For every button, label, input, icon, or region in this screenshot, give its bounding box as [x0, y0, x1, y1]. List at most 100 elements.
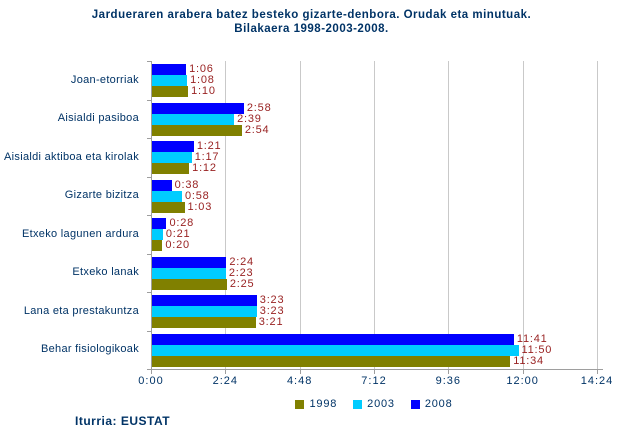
- legend-item: 2008: [410, 398, 453, 410]
- legend-label: 2008: [424, 398, 453, 410]
- bar: [152, 267, 226, 279]
- x-tick-label: 0:00: [138, 375, 164, 387]
- legend-label: 2003: [367, 398, 395, 410]
- x-axis-tick: [151, 370, 152, 374]
- x-tick-label: 7:12: [361, 375, 387, 387]
- bar: [152, 344, 519, 356]
- y-axis-tick: [147, 176, 151, 178]
- bar-value-label: 2:54: [244, 123, 270, 136]
- gridline: [299, 61, 301, 369]
- x-tick-label: 9:36: [435, 375, 462, 387]
- legend-label: 1998: [309, 398, 338, 410]
- bar-value-label: 2:25: [229, 277, 255, 290]
- gridline: [597, 61, 598, 369]
- bar-value-label: 3:21: [258, 316, 284, 328]
- y-axis-tick: [147, 253, 151, 255]
- bar-value-label: 11:41: [516, 332, 548, 345]
- category-label: Behar fisiologikoak: [40, 343, 139, 356]
- source-note: Iturria: EUSTAT: [75, 414, 171, 428]
- bar-value-label: 1:10: [191, 85, 216, 97]
- bar-value-label: 3:23: [259, 305, 285, 317]
- x-axis-tick: [597, 370, 598, 374]
- legend-swatch: [410, 399, 420, 409]
- bar-value-label: 11:34: [513, 354, 544, 367]
- bar: [152, 306, 257, 317]
- bar-value-label: 0:20: [165, 239, 190, 251]
- category-label: Etxeko lanak: [72, 266, 139, 279]
- category-label: Aisialdi aktiboa eta kirolak: [4, 150, 139, 163]
- bar-value-label: 1:06: [189, 63, 214, 75]
- bar-value-label: 3:23: [259, 294, 285, 306]
- bar: [152, 75, 188, 86]
- bar-value-label: 0:38: [174, 178, 200, 191]
- bar: [152, 190, 182, 202]
- legend-swatch: [295, 399, 305, 409]
- gridline: [374, 61, 375, 369]
- bar-value-label: 1:12: [192, 162, 217, 174]
- bar: [152, 240, 163, 251]
- y-axis-tick: [147, 369, 151, 370]
- bar: [152, 295, 257, 306]
- x-axis-tick: [522, 370, 524, 374]
- bar-value-label: 1:17: [194, 151, 220, 163]
- bar-value-label: 1:08: [190, 74, 215, 86]
- x-tick-label: 12:00: [506, 375, 539, 387]
- bar: [152, 124, 242, 136]
- category-label: Etxeko lagunen ardura: [22, 227, 139, 240]
- y-axis-tick: [147, 61, 151, 62]
- gridline: [225, 61, 227, 369]
- bar-value-label: 11:50: [521, 343, 553, 356]
- x-tick-label: 14:24: [580, 375, 614, 387]
- y-axis-tick: [147, 330, 151, 332]
- bar-value-label: 0:21: [165, 228, 191, 240]
- legend: 1998 2003 2008: [151, 398, 597, 410]
- y-axis-tick: [147, 292, 151, 293]
- chart-title-line1: Jardueraren arabera batez besteko gizart…: [91, 9, 532, 21]
- x-axis-line: [147, 369, 603, 370]
- bar-value-label: 2:58: [246, 101, 272, 114]
- x-axis-tick: [225, 370, 227, 374]
- bar-value-label: 1:03: [187, 200, 213, 213]
- bar: [152, 86, 189, 97]
- bar: [152, 102, 244, 114]
- gridline: [522, 61, 524, 369]
- legend-item: 2003: [353, 398, 395, 410]
- bar-value-label: 2:24: [229, 255, 254, 268]
- x-axis-tick: [448, 370, 450, 374]
- bar-value-label: 2:39: [237, 112, 262, 125]
- bar: [152, 64, 187, 75]
- bar-value-label: 0:58: [184, 189, 210, 202]
- bar: [152, 152, 192, 163]
- bar-value-label: 2:23: [228, 266, 254, 279]
- chart-title-line2: Bilakaera 1998-2003-2008.: [234, 23, 389, 35]
- y-axis-tick: [147, 99, 151, 101]
- legend-item: 1998: [295, 398, 337, 410]
- bar: [152, 333, 514, 345]
- x-axis-tick: [374, 370, 375, 374]
- plot-area: 1:06 1:08 1:10 2:58 2:39 2:54 1:21 1:17 1:12 0:38…: [151, 61, 598, 369]
- y-axis-tick: [147, 215, 151, 216]
- bar: [152, 218, 167, 229]
- bar: [152, 317, 256, 328]
- category-label: Aisialdi pasiboa: [57, 112, 139, 125]
- y-axis-tick: [147, 138, 151, 139]
- bar: [152, 179, 172, 191]
- bar: [152, 355, 511, 367]
- bar: [152, 113, 235, 125]
- category-label: Lana eta prestakuntza: [23, 304, 139, 317]
- category-label: Joan-etorriak: [70, 73, 139, 86]
- bar-value-label: 0:28: [169, 217, 195, 229]
- chart-title: Jardueraren arabera batez besteko gizart…: [0, 8, 623, 36]
- x-axis-tick: [299, 370, 301, 374]
- legend-swatch: [353, 399, 363, 409]
- x-tick-label: 4:48: [286, 375, 313, 387]
- category-label: Gizarte bizitza: [64, 189, 139, 202]
- bar: [152, 256, 227, 268]
- bar: [152, 229, 163, 240]
- bar: [152, 163, 190, 174]
- gridline: [448, 61, 450, 369]
- bar-value-label: 1:21: [196, 140, 222, 152]
- bar: [152, 201, 185, 213]
- bar: [152, 278, 227, 290]
